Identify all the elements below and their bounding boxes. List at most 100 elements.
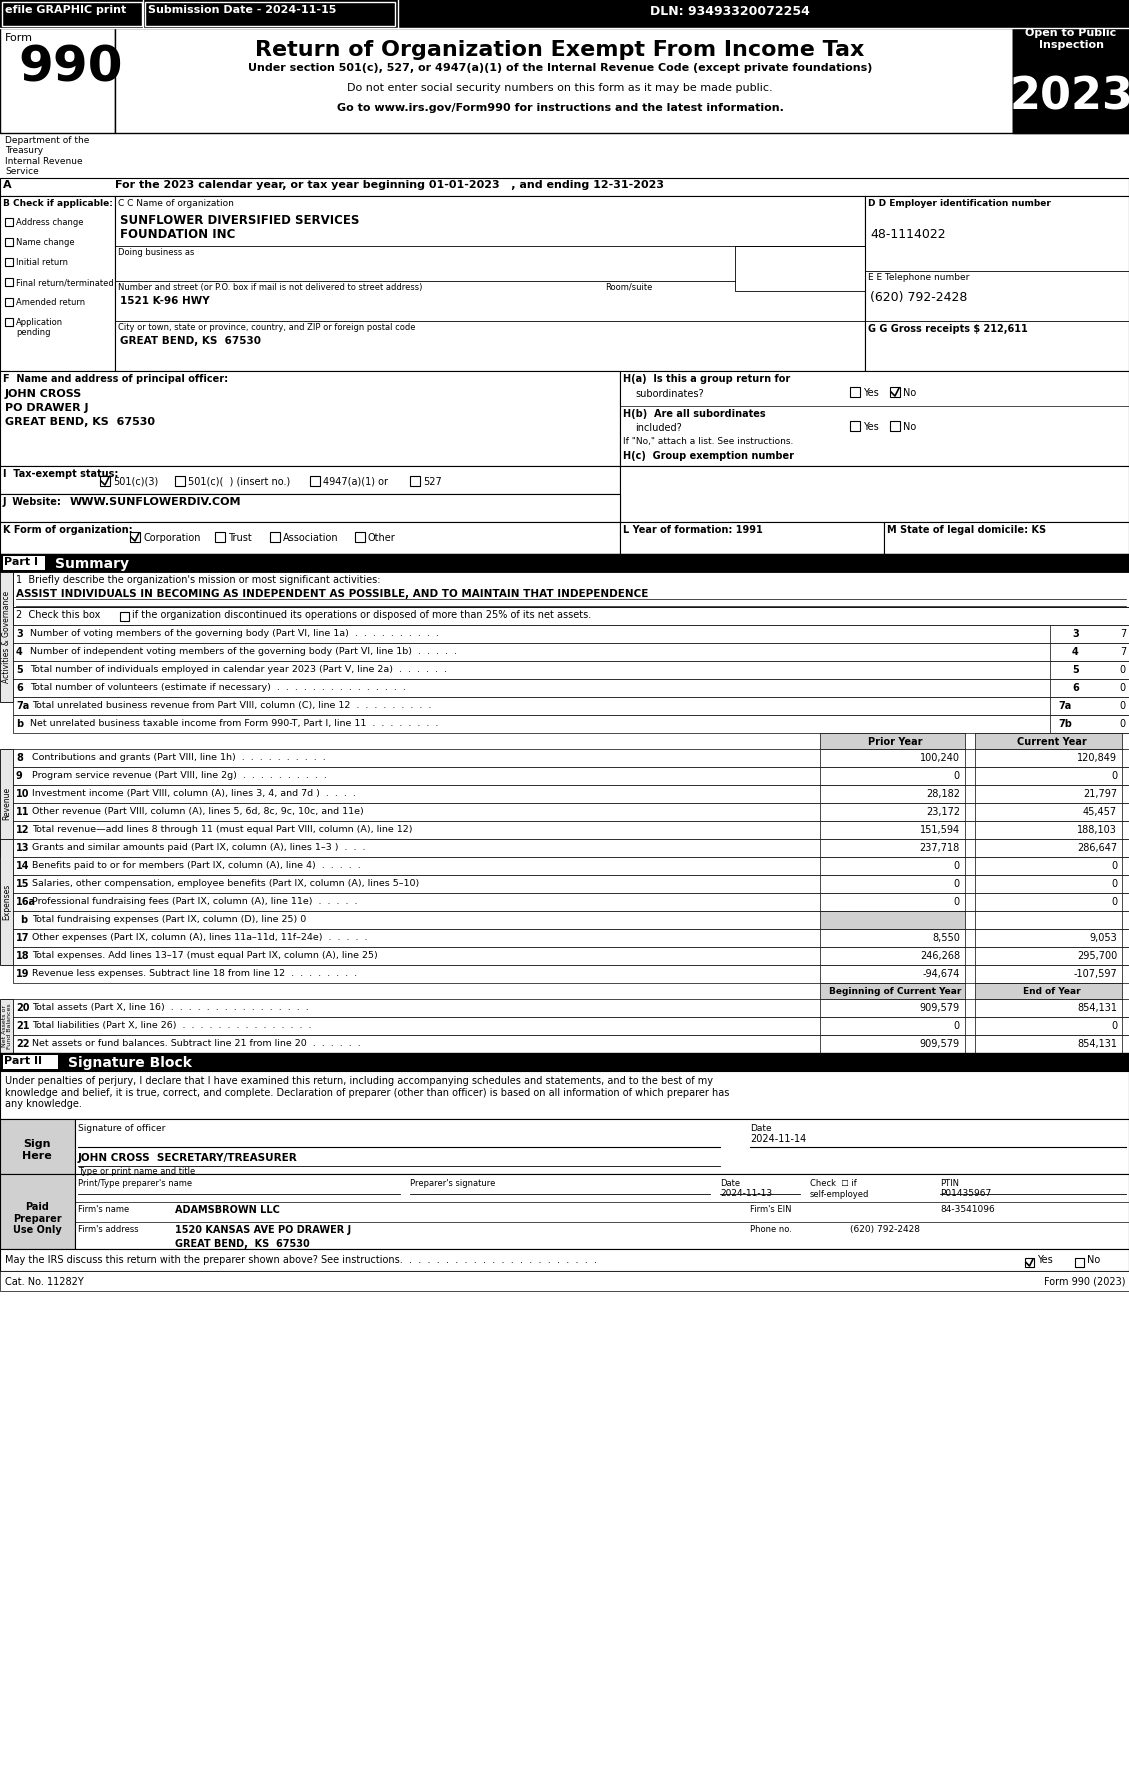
- Bar: [0, 494, 620, 523]
- Bar: [14, 766, 1129, 786]
- Bar: [1013, 28, 1129, 64]
- Text: G G Gross receipts $ 212,611: G G Gross receipts $ 212,611: [868, 323, 1027, 334]
- Text: Number of independent voting members of the governing body (Part VI, line 1b)  .: Number of independent voting members of …: [30, 646, 457, 655]
- Bar: [850, 387, 860, 397]
- Bar: [975, 749, 1122, 766]
- Text: 17: 17: [16, 932, 29, 943]
- Text: May the IRS discuss this return with the preparer shown above? See instructions.: May the IRS discuss this return with the…: [5, 1256, 597, 1264]
- Text: Under section 501(c), 527, or 4947(a)(1) of the Internal Revenue Code (except pr: Under section 501(c), 527, or 4947(a)(1)…: [247, 64, 873, 72]
- Text: Part I: Part I: [5, 556, 38, 567]
- Text: Total fundraising expenses (Part IX, column (D), line 25) 0: Total fundraising expenses (Part IX, col…: [32, 915, 306, 924]
- Text: DLN: 93493320072254: DLN: 93493320072254: [650, 5, 809, 18]
- Bar: [820, 733, 965, 749]
- Text: 990: 990: [18, 42, 123, 92]
- Bar: [14, 857, 1129, 874]
- Bar: [1075, 1257, 1084, 1266]
- Bar: [850, 420, 860, 431]
- Text: Revenue less expenses. Subtract line 18 from line 12  .  .  .  .  .  .  .  .: Revenue less expenses. Subtract line 18 …: [32, 970, 357, 978]
- Text: Part I: Part I: [5, 556, 40, 567]
- Bar: [5, 217, 14, 226]
- Bar: [145, 2, 395, 26]
- Bar: [975, 929, 1122, 947]
- Text: 909,579: 909,579: [920, 1003, 960, 1014]
- Text: Investment income (Part VIII, column (A), lines 3, 4, and 7d )  .  .  .  .: Investment income (Part VIII, column (A)…: [32, 789, 356, 798]
- Bar: [5, 318, 14, 327]
- Bar: [0, 749, 14, 857]
- Bar: [0, 178, 1129, 196]
- Text: 12: 12: [16, 825, 29, 835]
- Text: Check  ☐ if: Check ☐ if: [809, 1180, 857, 1189]
- Bar: [0, 28, 115, 132]
- Text: Firm's address: Firm's address: [78, 1226, 139, 1234]
- Text: 21,797: 21,797: [1083, 789, 1117, 798]
- Bar: [14, 911, 1129, 929]
- Text: Program service revenue (Part VIII, line 2g)  .  .  .  .  .  .  .  .  .  .: Program service revenue (Part VIII, line…: [32, 772, 327, 781]
- Text: -107,597: -107,597: [1074, 970, 1117, 978]
- Bar: [820, 839, 965, 857]
- Text: self-employed: self-employed: [809, 1190, 869, 1199]
- Text: Print/Type preparer's name: Print/Type preparer's name: [78, 1180, 192, 1189]
- Text: 7a: 7a: [1058, 701, 1071, 712]
- Text: Other revenue (Part VIII, column (A), lines 5, 6d, 8c, 9c, 10c, and 11e): Other revenue (Part VIII, column (A), li…: [32, 807, 364, 816]
- Text: 2024-11-13: 2024-11-13: [720, 1189, 772, 1197]
- Bar: [14, 660, 1129, 678]
- Text: Summary: Summary: [55, 556, 129, 570]
- Bar: [975, 874, 1122, 894]
- Text: 1  Briefly describe the organization's mission or most significant activities:: 1 Briefly describe the organization's mi…: [16, 576, 380, 585]
- Bar: [1050, 660, 1129, 678]
- Bar: [5, 238, 14, 245]
- Text: 7a: 7a: [16, 701, 29, 712]
- Text: Salaries, other compensation, employee benefits (Part IX, column (A), lines 5–10: Salaries, other compensation, employee b…: [32, 879, 419, 888]
- Bar: [890, 387, 900, 397]
- Bar: [14, 625, 1129, 643]
- Text: 8: 8: [16, 752, 23, 763]
- Bar: [820, 964, 965, 984]
- Bar: [975, 804, 1122, 821]
- Text: Other: Other: [368, 533, 396, 542]
- Text: if the organization discontinued its operations or disposed of more than 25% of : if the organization discontinued its ope…: [132, 609, 592, 620]
- Bar: [175, 477, 185, 486]
- Text: 295,700: 295,700: [1077, 952, 1117, 961]
- Text: 0: 0: [1111, 879, 1117, 888]
- Text: 501(c)(  ) (insert no.): 501(c)( ) (insert no.): [189, 477, 290, 487]
- Text: Current Year: Current Year: [1017, 736, 1087, 747]
- Text: 4: 4: [1073, 646, 1078, 657]
- Bar: [820, 1017, 965, 1035]
- Text: E E Telephone number: E E Telephone number: [868, 274, 970, 283]
- Text: Cat. No. 11282Y: Cat. No. 11282Y: [5, 1277, 84, 1287]
- Text: GREAT BEND, KS  67530: GREAT BEND, KS 67530: [120, 336, 261, 346]
- Bar: [100, 477, 110, 486]
- Text: 21: 21: [16, 1021, 29, 1031]
- Text: 2  Check this box: 2 Check this box: [16, 609, 100, 620]
- Bar: [14, 947, 1129, 964]
- Bar: [975, 786, 1122, 804]
- Text: Room/suite: Room/suite: [605, 283, 653, 291]
- Text: Expenses: Expenses: [2, 883, 11, 920]
- Text: H(c)  Group exemption number: H(c) Group exemption number: [623, 450, 794, 461]
- Bar: [0, 1249, 1129, 1272]
- Text: JOHN CROSS: JOHN CROSS: [5, 389, 82, 399]
- Bar: [0, 371, 620, 466]
- Bar: [14, 1035, 1129, 1053]
- Text: Number and street (or P.O. box if mail is not delivered to street address): Number and street (or P.O. box if mail i…: [119, 283, 422, 291]
- Text: Form: Form: [5, 34, 33, 42]
- Text: 20: 20: [16, 1003, 29, 1014]
- Text: 7: 7: [1120, 646, 1126, 657]
- Text: Part II: Part II: [5, 1056, 42, 1067]
- Bar: [884, 523, 1129, 555]
- Bar: [5, 298, 14, 306]
- Text: 501(c)(3): 501(c)(3): [113, 477, 158, 487]
- Text: Do not enter social security numbers on this form as it may be made public.: Do not enter social security numbers on …: [348, 83, 773, 94]
- Text: No: No: [903, 389, 917, 397]
- Bar: [1025, 1257, 1034, 1266]
- Text: 48-1114022: 48-1114022: [870, 228, 946, 240]
- Bar: [1050, 643, 1129, 660]
- Text: No: No: [903, 422, 917, 433]
- Bar: [410, 477, 420, 486]
- Bar: [820, 786, 965, 804]
- Bar: [975, 964, 1122, 984]
- Text: 28,182: 28,182: [926, 789, 960, 798]
- Text: PTIN: PTIN: [940, 1180, 959, 1189]
- Bar: [14, 964, 1129, 984]
- Bar: [14, 715, 1129, 733]
